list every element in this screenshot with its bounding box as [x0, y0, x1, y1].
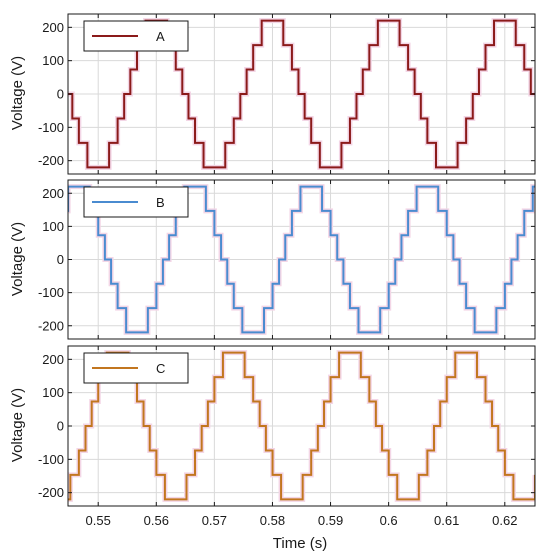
x-tick-label: 0.61: [434, 513, 459, 528]
y-tick-label: -100: [38, 120, 64, 135]
y-tick-label: 200: [42, 20, 64, 35]
y-axis-label-c: Voltage (V): [9, 388, 26, 462]
x-tick-label: 0.6: [380, 513, 398, 528]
y-tick-label: 0: [57, 419, 64, 434]
y-tick-label: -200: [38, 318, 64, 333]
x-tick-label: 0.58: [260, 513, 285, 528]
x-tick-label: 0.56: [144, 513, 169, 528]
y-tick-label: -200: [38, 485, 64, 500]
y-axis-label-a: Voltage (V): [9, 56, 26, 130]
y-tick-label: 200: [42, 352, 64, 367]
x-tick-label: 0.62: [492, 513, 517, 528]
y-tick-label: -100: [38, 285, 64, 300]
y-axis-label-b: Voltage (V): [9, 222, 26, 296]
legend-label: B: [156, 195, 165, 210]
y-tick-label: 0: [57, 87, 64, 102]
legend-label: A: [156, 29, 165, 44]
y-tick-label: 100: [42, 53, 64, 68]
subplot-c: Voltage (V) C -200 -100 0 100 200 0.55 0.56 0.57…: [9, 345, 536, 528]
legend-label: C: [156, 361, 165, 376]
x-axis-label: Time (s): [273, 535, 327, 552]
y-tick-label: -200: [38, 153, 64, 168]
x-tick-label: 0.55: [86, 513, 111, 528]
y-tick-label: 100: [42, 385, 64, 400]
subplot-a: Voltage (V) A -200 -100 0 100 200: [9, 13, 536, 175]
x-tick-label: 0.59: [318, 513, 343, 528]
series-line-B: [68, 185, 535, 334]
series-line-C: [68, 351, 535, 501]
y-tick-label: 200: [42, 186, 64, 201]
x-tick-label: 0.57: [202, 513, 227, 528]
y-tick-label: -100: [38, 452, 64, 467]
y-tick-label: 0: [57, 252, 64, 267]
y-tick-label: 100: [42, 219, 64, 234]
subplot-b: Voltage (V) B -200 -100 0 100 200: [9, 179, 536, 340]
